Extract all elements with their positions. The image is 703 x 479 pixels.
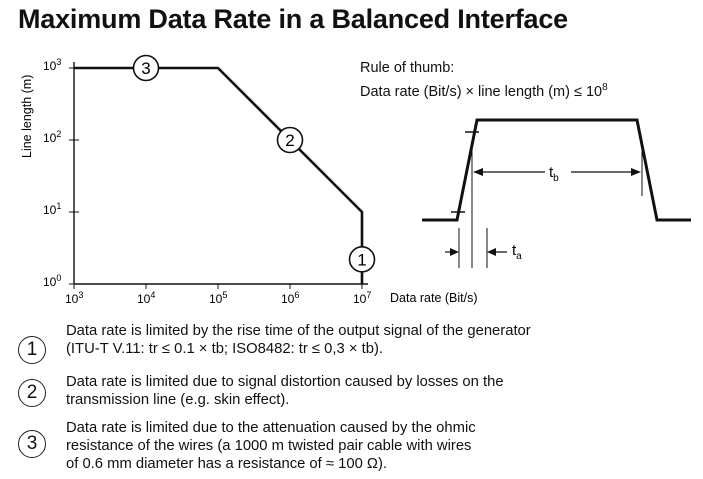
y-tick-label: 100 [43, 273, 61, 289]
chart-markers: 1 2 3 [132, 54, 376, 273]
note-badge-3: 3 [18, 430, 46, 458]
ta-arrow-right-head [487, 248, 496, 256]
y-tick-label: 102 [43, 129, 61, 145]
rule-heading: Rule of thumb: [360, 60, 455, 76]
x-tick-label: 105 [209, 290, 227, 306]
pulse-waveform [422, 118, 691, 222]
region-marker-3 [132, 54, 160, 82]
x-tick-label: 103 [65, 290, 83, 306]
region-marker-1 [348, 246, 376, 273]
note-text-2: Data rate is limited due to signal disto… [66, 374, 504, 408]
region-marker-label: 2 [285, 131, 294, 150]
region-marker-2 [276, 126, 304, 154]
tb-arrow-right-head [631, 168, 641, 176]
x-tick-label: 107 [353, 290, 371, 306]
chart-axes [73, 62, 368, 285]
pulse-diagram: tb ta [422, 118, 691, 268]
y-axis-label: Line length (m) [20, 75, 34, 158]
x-tick-label: 106 [281, 290, 299, 306]
y-tick-label: 101 [43, 201, 61, 217]
tb-label-gap [545, 162, 571, 182]
chart-ticks: 103 104 105 106 107 100 101 102 103 [43, 57, 371, 306]
tb-label: tb [549, 164, 559, 184]
note-badge-1: 1 [18, 336, 46, 364]
note-text-1: Data rate is limited by the rise time of… [66, 323, 531, 357]
rule-of-thumb: Rule of thumb: Data rate (Bit/s) × line … [360, 58, 608, 102]
rule-formula: Data rate (Bit/s) × line length (m) ≤ 10… [360, 78, 608, 102]
page-title: Maximum Data Rate in a Balanced Interfac… [18, 4, 568, 34]
rule-formula-text: Data rate (Bit/s) × line length (m) ≤ 10 [360, 83, 603, 100]
ta-arrow-left-head [450, 248, 459, 256]
chart-series [74, 66, 364, 284]
note-text-3: Data rate is limited due to the attenuat… [66, 420, 476, 472]
x-axis-label: Data rate (Bit/s) [390, 291, 478, 305]
rule-formula-exponent: 8 [602, 82, 608, 93]
region-marker-label: 1 [357, 250, 366, 269]
region-marker-label: 3 [141, 59, 150, 78]
data-rate-chart: 103 104 105 106 107 100 101 102 103 1 2 3 Data rat… [20, 54, 478, 306]
x-tick-label: 104 [137, 290, 155, 306]
ta-label: ta [512, 242, 522, 262]
note-badge-2: 2 [18, 379, 46, 407]
y-tick-label: 103 [43, 57, 61, 73]
tb-arrow-left-head [473, 168, 483, 176]
limit-line [74, 66, 364, 284]
